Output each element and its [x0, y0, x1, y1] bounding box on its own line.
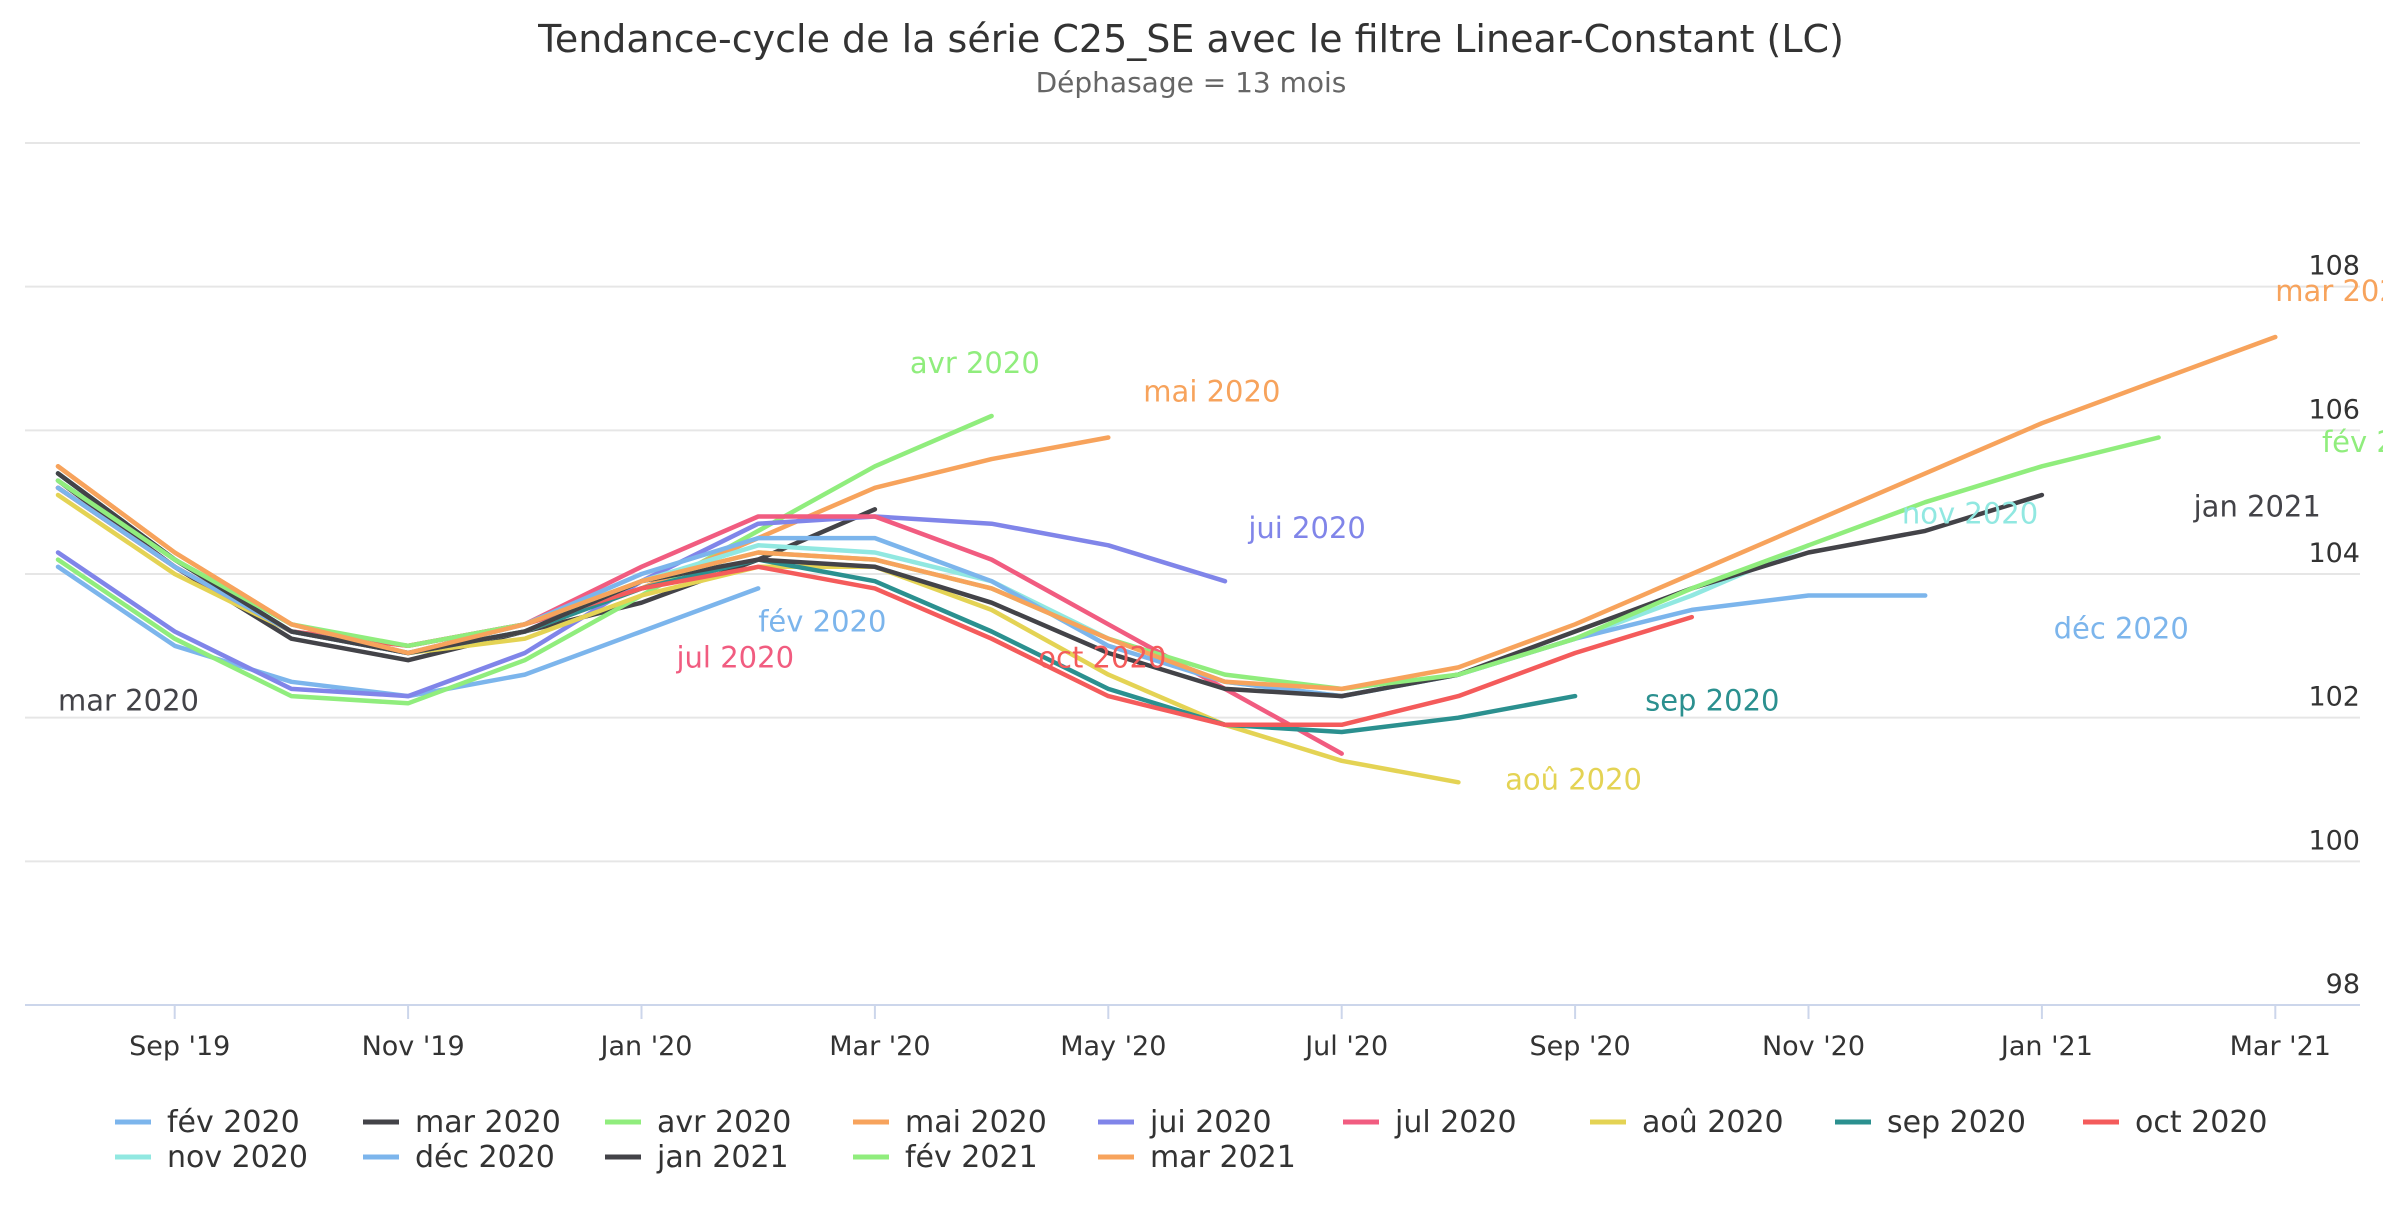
series-label-layer: fév 2020 mar 2020 avr 2020 mai 2020 jui 2020… — [58, 274, 2383, 796]
legend-item[interactable]: aoû 2020 — [1590, 1105, 1784, 1140]
legend-label: fév 2020 — [167, 1105, 300, 1140]
series-line[interactable] — [55, 485, 1344, 756]
y-tick-label: 108 — [2308, 251, 2360, 282]
series-line[interactable] — [55, 413, 994, 706]
legend-item[interactable]: avr 2020 — [605, 1105, 791, 1140]
y-tick-label: 98 — [2326, 969, 2360, 1000]
legend-label: mar 2021 — [1150, 1140, 1296, 1175]
x-tick-label: Jul '20 — [1303, 1031, 1388, 1062]
series-label: fév 2020 — [758, 604, 886, 638]
series-label: jui 2020 — [1247, 511, 1366, 545]
legend-label: fév 2021 — [905, 1140, 1038, 1175]
x-tick-label: Jan '21 — [1999, 1031, 2093, 1062]
x-tick-label: Jan '20 — [599, 1031, 693, 1062]
y-tick-label: 100 — [2308, 825, 2360, 856]
axis-layer: 98 100 102 104 106 108 Sep '19 Nov '19 Jan '20 Ma… — [25, 251, 2360, 1062]
legend-item[interactable]: fév 2021 — [853, 1140, 1038, 1175]
series-label: sep 2020 — [1645, 683, 1779, 717]
legend-item[interactable]: mar 2021 — [1098, 1140, 1296, 1175]
series-label: déc 2020 — [2054, 612, 2189, 646]
series-label: oct 2020 — [1038, 640, 1166, 674]
legend-item[interactable]: mai 2020 — [853, 1105, 1047, 1140]
x-tick-label: Mar '20 — [829, 1031, 930, 1062]
legend-label: mai 2020 — [905, 1105, 1047, 1140]
legend-label: déc 2020 — [415, 1140, 555, 1175]
series-label: mar 2020 — [58, 683, 199, 717]
y-tick-label: 102 — [2308, 682, 2360, 713]
chart-title: Tendance-cycle de la série C25_SE avec l… — [537, 17, 1844, 61]
legend-item[interactable]: oct 2020 — [2083, 1105, 2268, 1140]
series-label: aoû 2020 — [1505, 763, 1642, 797]
x-tick-label: Sep '20 — [1529, 1031, 1630, 1062]
legend: fév 2020 mar 2020 avr 2020 mai 2020 jui 2020… — [115, 1105, 2268, 1175]
legend-label: jul 2020 — [1394, 1105, 1517, 1140]
legend-label: aoû 2020 — [1642, 1105, 1784, 1140]
series-label: avr 2020 — [910, 346, 1040, 380]
legend-label: avr 2020 — [657, 1105, 791, 1140]
x-tick-label: May '20 — [1060, 1031, 1166, 1062]
legend-label: oct 2020 — [2135, 1105, 2268, 1140]
chart-subtitle: Déphasage = 13 mois — [1036, 66, 1347, 99]
series-label: jul 2020 — [676, 640, 795, 674]
legend-label: sep 2020 — [1887, 1105, 2026, 1140]
series-label: mai 2020 — [1143, 375, 1280, 409]
grid-layer — [25, 142, 2360, 1006]
legend-item[interactable]: jul 2020 — [1343, 1105, 1517, 1140]
legend-label: jui 2020 — [1149, 1105, 1272, 1140]
legend-item[interactable]: déc 2020 — [363, 1140, 555, 1175]
x-tick-label: Nov '19 — [362, 1031, 465, 1062]
legend-item[interactable]: jan 2021 — [605, 1140, 789, 1175]
legend-label: mar 2020 — [415, 1105, 561, 1140]
series-layer — [55, 334, 2278, 785]
legend-label: jan 2021 — [656, 1140, 789, 1175]
series-label: jan 2021 — [2193, 490, 2321, 524]
legend-item[interactable]: jui 2020 — [1098, 1105, 1272, 1140]
legend-item[interactable]: fév 2020 — [115, 1105, 300, 1140]
x-tick-label: Nov '20 — [1762, 1031, 1865, 1062]
series-line[interactable] — [55, 334, 2278, 692]
series-label: fév 2021 — [2322, 425, 2383, 459]
legend-item[interactable]: mar 2020 — [363, 1105, 561, 1140]
legend-item[interactable]: sep 2020 — [1835, 1105, 2026, 1140]
legend-item[interactable]: nov 2020 — [115, 1140, 308, 1175]
series-line[interactable] — [55, 485, 1695, 728]
series-label: nov 2020 — [1902, 497, 2038, 531]
series-label: mar 2021 — [2275, 274, 2383, 308]
legend-label: nov 2020 — [167, 1140, 308, 1175]
x-tick-label: Mar '21 — [2230, 1031, 2331, 1062]
x-tick-label: Sep '19 — [129, 1031, 230, 1062]
y-tick-label: 106 — [2308, 394, 2360, 425]
y-tick-label: 104 — [2308, 538, 2360, 569]
